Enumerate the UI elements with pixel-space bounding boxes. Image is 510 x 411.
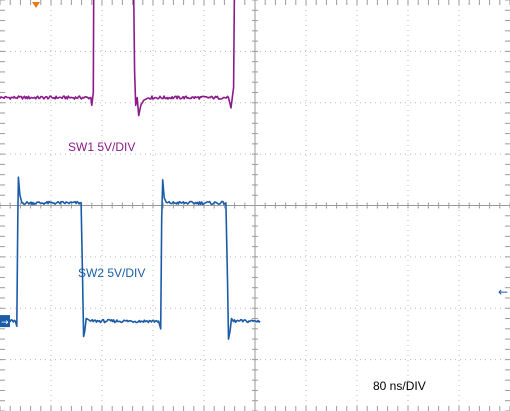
trigger-marker-icon xyxy=(32,2,40,8)
series-label-sw2: SW2 5V/DIV xyxy=(78,266,145,280)
waveform-sw1 xyxy=(0,0,260,116)
waveform-traces xyxy=(0,0,260,339)
waveform-sw2 xyxy=(0,177,260,339)
channel2-marker-arrow: → xyxy=(1,318,9,328)
series-label-sw1: SW1 5V/DIV xyxy=(68,140,135,154)
timebase-label: 80 ns/DIV xyxy=(373,379,426,393)
channel2-offset-arrow: ← xyxy=(498,285,508,299)
